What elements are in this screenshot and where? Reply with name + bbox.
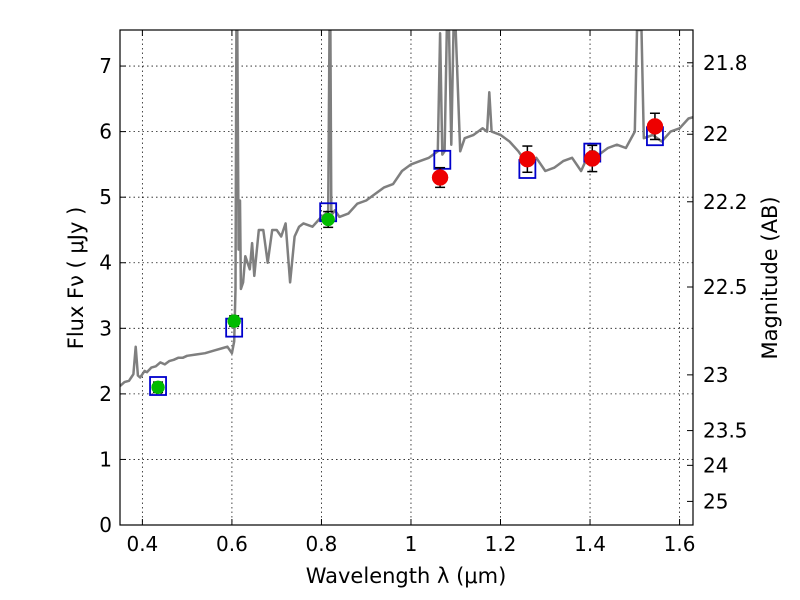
x-tick-label: 1.6 [664, 532, 696, 556]
mag-tick-label: 22.5 [703, 275, 748, 299]
model-point [433, 149, 452, 170]
y-tick-label: 4 [99, 251, 112, 275]
y-tick-label: 0 [99, 513, 112, 537]
y-tick-label: 1 [99, 447, 112, 471]
optical-point [227, 314, 241, 328]
mag-tick-label: 23.5 [703, 419, 748, 443]
y-tick-label: 5 [99, 185, 112, 209]
y-tick-label: 7 [99, 54, 112, 78]
y-tick-label: 6 [99, 120, 112, 144]
x-tick-label: 0.4 [126, 532, 158, 556]
mag-tick-label: 21.8 [703, 51, 748, 75]
nir-point [519, 150, 536, 168]
mag-tick-label: 22 [703, 122, 728, 146]
mag-tick-label: 24 [703, 453, 728, 477]
plot-frame [119, 29, 694, 526]
x-axis-label: Wavelength λ (μm) [306, 564, 507, 588]
y-tick-label: 2 [99, 382, 112, 406]
nir-point [646, 118, 664, 135]
spectrum-line [120, 30, 693, 387]
y-axis-label: Flux Fν ( μJy ) [64, 207, 88, 350]
x-tick-label: 1.2 [485, 532, 517, 556]
mag-tick-label: 22.2 [703, 190, 748, 214]
optical-point [321, 212, 335, 227]
optical-point [151, 380, 165, 395]
x-tick-label: 0.8 [306, 532, 338, 556]
nir-point [431, 169, 449, 186]
mag-tick-label: 23 [703, 363, 728, 387]
x-tick-label: 1.4 [574, 532, 606, 556]
plot-area [120, 30, 693, 396]
x-tick-label: 1 [405, 532, 418, 556]
nir-point [584, 150, 601, 167]
grid-lines [120, 30, 693, 525]
mag-tick-label: 25 [703, 489, 728, 513]
model-point [149, 376, 167, 396]
y2-axis-label: Magnitude (AB) [758, 196, 782, 359]
y-tick-label: 3 [99, 316, 112, 340]
x-tick-label: 0.6 [216, 532, 248, 556]
